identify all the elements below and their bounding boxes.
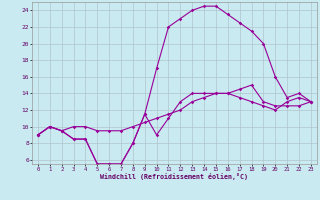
- X-axis label: Windchill (Refroidissement éolien,°C): Windchill (Refroidissement éolien,°C): [100, 173, 248, 180]
